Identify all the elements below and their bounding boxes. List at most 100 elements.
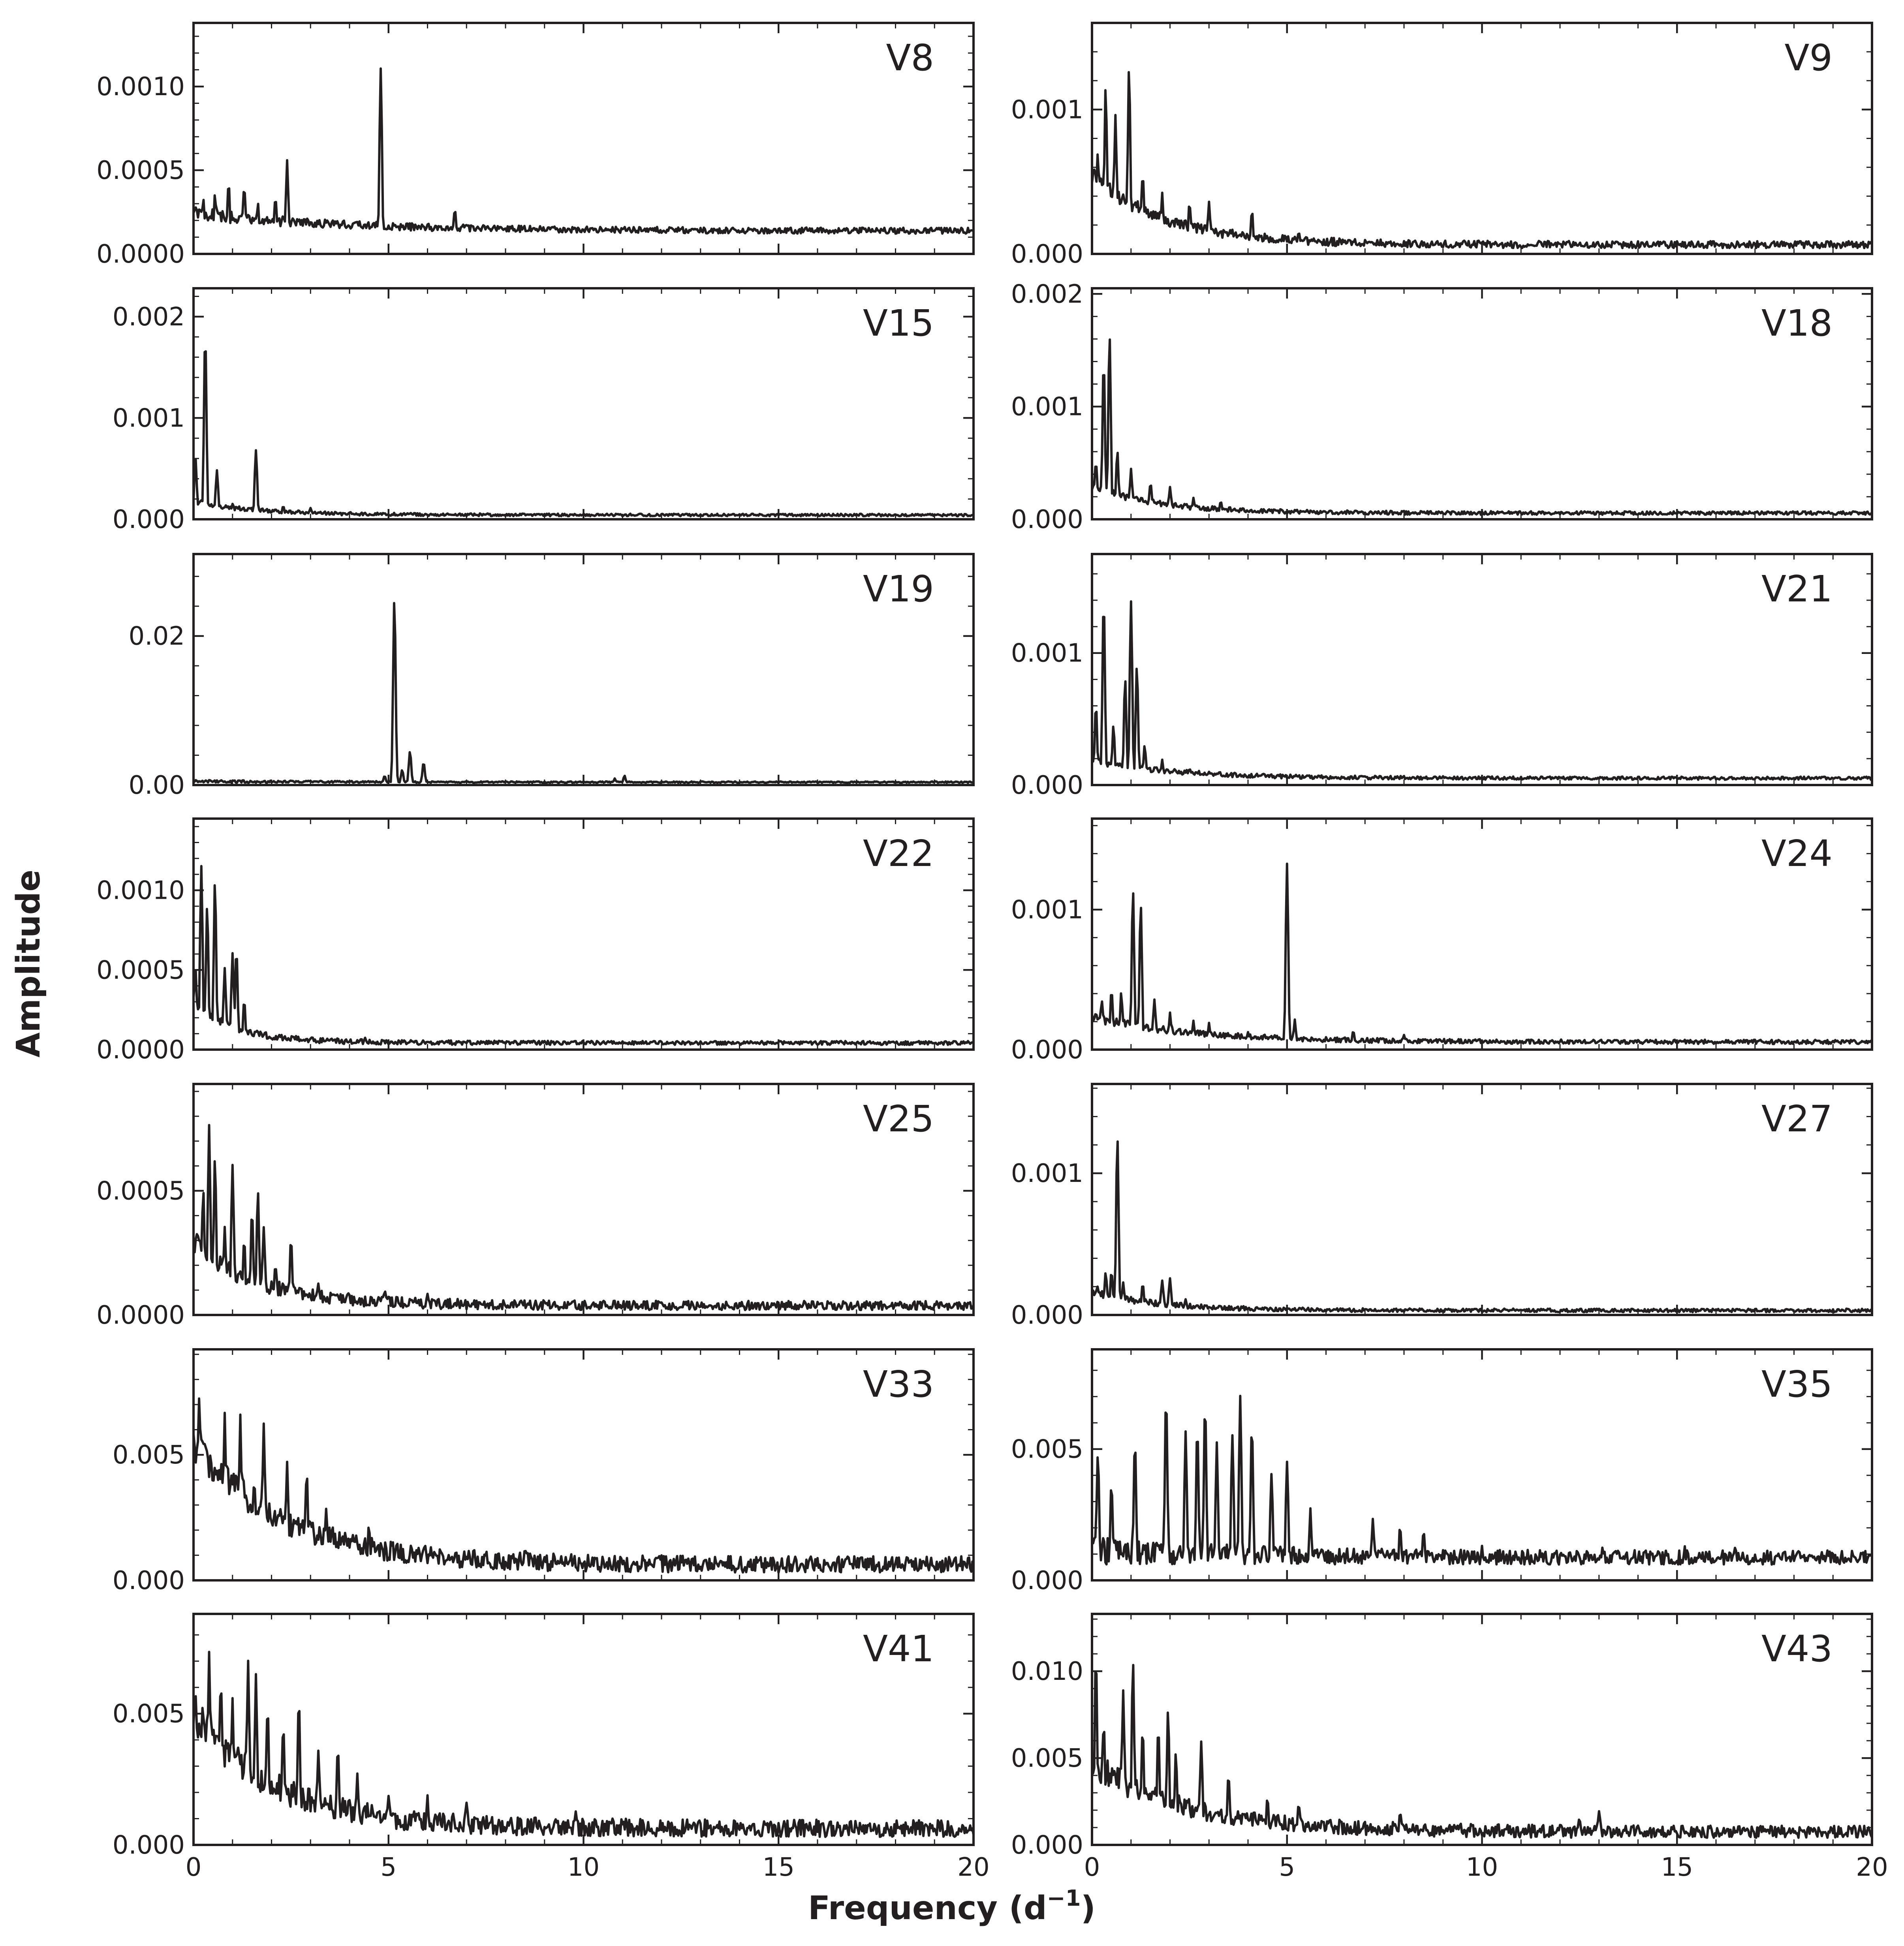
x-axis-label-text: Frequency (d xyxy=(808,1890,1047,1927)
panel-v41: 0.000 0.005 0 5 10 15 20 V41 xyxy=(113,1613,990,1882)
spectrum-line-v25 xyxy=(192,1124,975,1311)
y-tick-label: 0.0005 xyxy=(96,1176,185,1206)
x-tick-label: 20 xyxy=(1856,1853,1888,1882)
panels-group: 0.00000.00050.0010V80.0000.001V90.0000.0… xyxy=(96,22,1888,1882)
panel-label: V25 xyxy=(863,1098,934,1140)
x-tick-label: 10 xyxy=(568,1853,600,1882)
y-tick-label: 0.010 xyxy=(1011,1657,1083,1686)
spectrum-line-v19 xyxy=(193,602,974,784)
y-tick-label: 0.005 xyxy=(113,1441,185,1470)
y-tick-label: 0.000 xyxy=(113,1566,185,1595)
panel-frame xyxy=(192,817,975,1051)
y-tick-label: 0.002 xyxy=(1011,280,1083,309)
spectrum-line-v8 xyxy=(192,67,974,235)
panel-label: V8 xyxy=(886,37,934,79)
y-tick-label: 0.000 xyxy=(113,1831,185,1860)
y-tick-label: 0.000 xyxy=(1011,1566,1083,1595)
y-tick-label: 0.0000 xyxy=(96,240,185,269)
x-tick-label: 15 xyxy=(1661,1853,1693,1882)
x-axis-label: Frequency (d−1) xyxy=(808,1886,1096,1927)
y-tick-label: 0.0010 xyxy=(96,72,185,101)
panel-v21: 0.000 0.001 V21 xyxy=(1011,553,1873,800)
panel-v8: 0.0000 0.0005 0.0010 V8 xyxy=(96,22,975,269)
panel-label: V41 xyxy=(863,1628,934,1670)
panel-label: V15 xyxy=(863,302,934,344)
panel-label: V18 xyxy=(1761,302,1833,344)
y-tick-label: 0.0005 xyxy=(96,956,185,985)
panel-frame xyxy=(1091,817,1873,1051)
panel-frame xyxy=(192,1348,975,1582)
spectrum-line-v18 xyxy=(1091,338,1873,516)
y-tick-label: 0.000 xyxy=(1011,1035,1083,1065)
y-tick-label: 0.005 xyxy=(113,1700,185,1729)
panel-frame xyxy=(1091,553,1873,786)
panel-frame xyxy=(1091,287,1873,520)
panel-v18: 0.000 0.001 0.002 V18 xyxy=(1011,280,1873,534)
panel-label: V35 xyxy=(1761,1363,1833,1405)
panel-v25: 0.0000 0.0005 V25 xyxy=(96,1083,975,1330)
spectrum-line-v43 xyxy=(1091,1664,1873,1839)
panel-frame xyxy=(1091,1613,1873,1846)
spectrum-line-v21 xyxy=(1091,600,1873,781)
x-tick-label: 20 xyxy=(957,1853,989,1882)
x-axis-label-exponent: −1 xyxy=(1047,1886,1081,1911)
panel-label: V33 xyxy=(863,1363,934,1405)
panel-label: V43 xyxy=(1761,1628,1833,1670)
x-tick-label: 15 xyxy=(763,1853,795,1882)
panel-label: V22 xyxy=(863,832,934,875)
y-tick-label: 0.00 xyxy=(129,771,185,800)
spectrum-line-v9 xyxy=(1091,71,1873,250)
y-tick-label: 0.0010 xyxy=(96,876,185,905)
spectrum-line-v41 xyxy=(192,1651,975,1838)
y-tick-label: 0.000 xyxy=(113,505,185,534)
panel-v22: 0.0000 0.0005 0.0010 V22 xyxy=(96,817,975,1065)
panel-frame xyxy=(192,1083,975,1316)
spectrum-line-v15 xyxy=(192,350,974,518)
y-tick-label: 0.002 xyxy=(113,302,185,332)
panel-v35: 0.000 0.005 V35 xyxy=(1011,1348,1873,1595)
y-tick-label: 0.001 xyxy=(1011,895,1083,924)
panel-label: V24 xyxy=(1761,832,1833,875)
y-tick-label: 0.000 xyxy=(1011,771,1083,800)
panel-v24: 0.000 0.001 V24 xyxy=(1011,817,1873,1065)
y-tick-label: 0.001 xyxy=(1011,639,1083,668)
y-tick-label: 0.001 xyxy=(1011,1159,1083,1188)
y-tick-label: 0.000 xyxy=(1011,240,1083,269)
y-tick-label: 0.0005 xyxy=(96,156,185,185)
y-tick-label: 0.005 xyxy=(1011,1744,1083,1773)
x-axis-label-close: ) xyxy=(1081,1890,1096,1927)
panel-label: V27 xyxy=(1761,1098,1833,1140)
y-tick-label: 0.000 xyxy=(1011,1301,1083,1330)
y-tick-label: 0.001 xyxy=(113,404,185,433)
panel-v43: 0.000 0.005 0.010 0 5 10 15 20 V43 xyxy=(1011,1613,1888,1882)
panel-v9: 0.000 0.001 V9 xyxy=(1011,22,1873,269)
y-tick-label: 0.000 xyxy=(1011,1831,1083,1860)
y-tick-label: 0.001 xyxy=(1011,95,1083,124)
panel-v27: 0.000 0.001 V27 xyxy=(1011,1083,1873,1330)
x-tick-label: 0 xyxy=(186,1853,202,1882)
panel-v15: 0.000 0.001 0.002 V15 xyxy=(113,287,975,534)
panel-label: V21 xyxy=(1761,568,1833,610)
panel-frame xyxy=(1091,1083,1873,1316)
x-tick-label: 10 xyxy=(1466,1853,1498,1882)
spectrum-line-v33 xyxy=(192,1397,975,1574)
y-tick-label: 0.005 xyxy=(1011,1435,1083,1464)
y-axis-label: Amplitude xyxy=(10,870,47,1058)
spectrum-line-v27 xyxy=(1091,1140,1872,1313)
y-tick-label: 0.02 xyxy=(129,622,185,651)
panel-v19: 0.00 0.02 V19 xyxy=(129,553,975,800)
panel-frame xyxy=(192,22,975,255)
y-tick-label: 0.000 xyxy=(1011,505,1083,534)
x-tick-label: 0 xyxy=(1084,1853,1100,1882)
panel-label: V9 xyxy=(1785,37,1833,79)
x-tick-label: 5 xyxy=(1279,1853,1295,1882)
y-tick-label: 0.0000 xyxy=(96,1035,185,1065)
spectrum-line-v24 xyxy=(1091,862,1873,1045)
spectrum-line-v22 xyxy=(192,865,975,1046)
y-tick-label: 0.001 xyxy=(1011,393,1083,422)
panel-label: V19 xyxy=(863,568,934,610)
spectrum-line-v35 xyxy=(1091,1395,1872,1566)
x-tick-label: 5 xyxy=(380,1853,397,1882)
y-tick-label: 0.0000 xyxy=(96,1301,185,1330)
